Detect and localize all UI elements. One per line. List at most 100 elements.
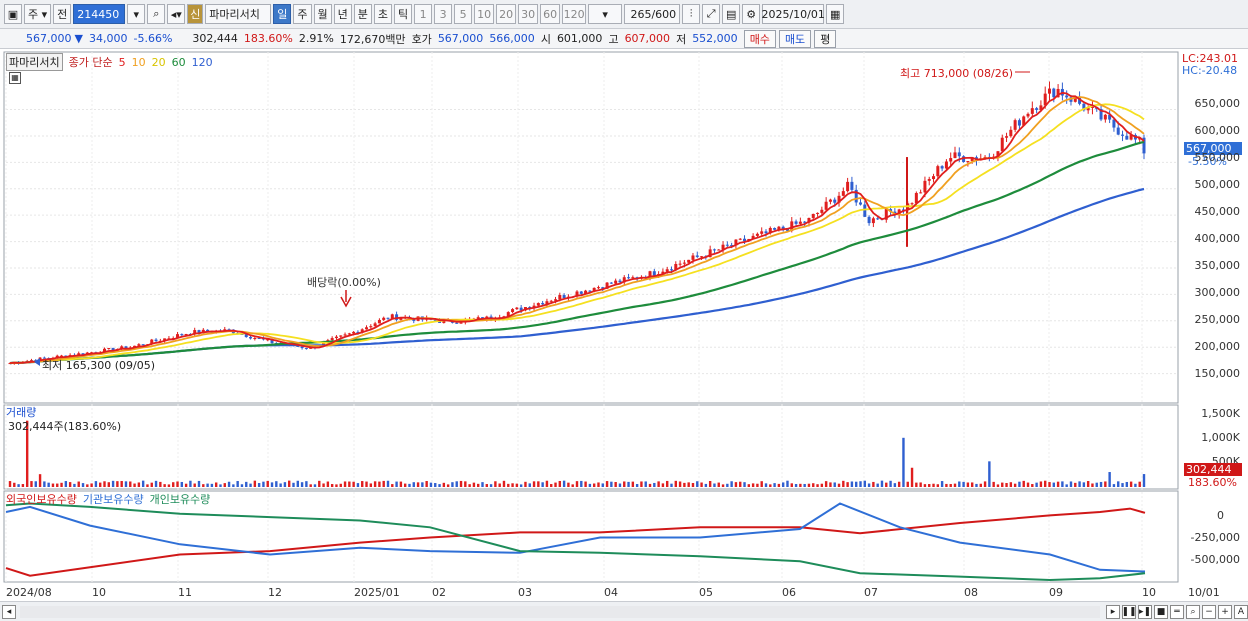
volume-bar: [850, 481, 854, 487]
scroll-right-icon[interactable]: ▸: [1106, 604, 1120, 619]
plus-icon[interactable]: +: [1218, 604, 1232, 619]
zoom-icon[interactable]: ⌕: [1186, 604, 1200, 619]
volume-bar: [219, 484, 222, 487]
volume-bar: [137, 482, 141, 487]
gear-icon[interactable]: ⚙: [742, 4, 761, 24]
candle-body: [42, 357, 46, 359]
candle-body: [755, 233, 759, 236]
search-icon[interactable]: ⌕: [147, 4, 166, 24]
candle-body: [824, 201, 828, 210]
candle-body: [377, 319, 381, 324]
volume-bar: [86, 484, 89, 487]
scroll-track[interactable]: [20, 605, 1100, 618]
window-icon[interactable]: ▣: [4, 4, 22, 24]
volume-bar: [897, 481, 901, 487]
tab-day[interactable]: 일: [273, 4, 292, 24]
volume-bar: [734, 482, 738, 487]
interval-dropdown[interactable]: ▾: [588, 4, 623, 24]
count-field[interactable]: 265/600: [624, 4, 681, 24]
candle-body: [670, 269, 673, 271]
play-end-icon[interactable]: ▸❚: [1138, 604, 1152, 619]
volume-bar: [318, 480, 321, 487]
volume-bar: [1104, 481, 1107, 487]
candle-body: [347, 333, 351, 335]
code-dropdown-icon[interactable]: ▾: [127, 4, 146, 24]
candle-body: [833, 199, 837, 203]
stop-icon[interactable]: ■: [1154, 604, 1168, 619]
candle-body: [352, 331, 356, 334]
sell-button[interactable]: 매도: [778, 29, 812, 48]
chart-svg[interactable]: 2024/08 10 11 12 2025/01 02 03 04 05 06 07 08 09 10 10…: [0, 50, 1248, 600]
scroll-bar[interactable]: ◂ ▸ ❚❚ ▸❚ ■ ═ ⌕ − + A: [0, 601, 1248, 621]
table-icon[interactable]: ▦: [9, 72, 21, 84]
volume-bar: [296, 480, 299, 487]
chart-area[interactable]: 2024/08 10 11 12 2025/01 02 03 04 05 06 07 08 09 10 10…: [0, 50, 1248, 600]
interval-5[interactable]: 5: [454, 4, 473, 24]
tab-second[interactable]: 초: [373, 4, 393, 24]
interval-3[interactable]: 3: [434, 4, 453, 24]
volume-bar: [1061, 481, 1064, 487]
candle-body: [511, 309, 515, 313]
volume-bar: [339, 483, 342, 487]
tab-minute[interactable]: 분: [353, 4, 372, 24]
volume-bar: [288, 480, 291, 487]
volume-bar: [459, 480, 463, 487]
volume-bar: [146, 484, 149, 487]
volume-bar: [232, 484, 235, 487]
candle-body: [38, 357, 42, 362]
bid-price: 566,000: [489, 32, 535, 45]
volume-bar: [562, 480, 566, 487]
interval-10[interactable]: 10: [474, 4, 495, 24]
save-icon[interactable]: ▤: [722, 4, 741, 24]
volume-bar: [781, 482, 785, 487]
volume-bar: [77, 481, 80, 487]
prev-button[interactable]: 전: [53, 4, 72, 24]
period-value: 주: [28, 8, 39, 21]
interval-1[interactable]: 1: [414, 4, 433, 24]
ruler-icon[interactable]: ═: [1170, 604, 1184, 619]
eval-button[interactable]: 평: [814, 29, 837, 48]
date-field[interactable]: 2025/10/01: [761, 4, 825, 24]
volume-bar: [223, 483, 226, 487]
x-tick-label: 2024/08: [6, 586, 52, 599]
volume-bar: [1022, 480, 1025, 487]
interval-30[interactable]: 30: [518, 4, 539, 24]
volume-bar: [923, 484, 927, 487]
calendar-icon[interactable]: ▦: [826, 4, 845, 24]
candle-body: [1022, 116, 1026, 126]
volume-bar: [442, 482, 446, 487]
x-tick-label: 2025/01: [354, 586, 400, 599]
volume-bar: [266, 480, 269, 487]
interval-60[interactable]: 60: [540, 4, 561, 24]
tab-tick[interactable]: 틱: [394, 4, 413, 24]
volume-bar: [777, 483, 781, 487]
x-tick-label: 12: [268, 586, 282, 599]
stock-code-input[interactable]: 214450: [73, 4, 126, 24]
minus-icon[interactable]: −: [1202, 604, 1216, 619]
volume-bar: [1031, 484, 1034, 487]
volume-bar: [214, 482, 218, 487]
tab-week[interactable]: 주: [293, 4, 312, 24]
candle-body: [579, 291, 583, 294]
candle-icon[interactable]: ⫶: [682, 4, 701, 24]
chart-type-icon[interactable]: ⤢: [702, 4, 721, 24]
interval-120[interactable]: 120: [562, 4, 587, 24]
pause-icon[interactable]: ❚❚: [1121, 604, 1137, 619]
individual-holding-line: [5, 502, 1146, 582]
y-tick: 650,000: [1194, 97, 1241, 110]
scroll-left-icon[interactable]: ◂: [2, 604, 16, 619]
volume-bar: [1039, 481, 1043, 487]
volume-bar: [824, 481, 828, 487]
tab-year[interactable]: 년: [333, 4, 352, 24]
speaker-icon[interactable]: ◂▾: [167, 4, 186, 24]
volume-bar: [953, 483, 957, 487]
period-dropdown[interactable]: 주 ▾: [24, 4, 52, 24]
interval-20[interactable]: 20: [496, 4, 517, 24]
buy-button[interactable]: 매수: [743, 29, 776, 48]
volume-bar: [369, 483, 373, 487]
stock-name-box[interactable]: 파마리서치: [6, 53, 63, 71]
candle-body: [382, 317, 386, 320]
volume-bar: [378, 481, 381, 487]
tab-month[interactable]: 월: [313, 4, 332, 24]
font-icon[interactable]: A: [1234, 604, 1248, 619]
